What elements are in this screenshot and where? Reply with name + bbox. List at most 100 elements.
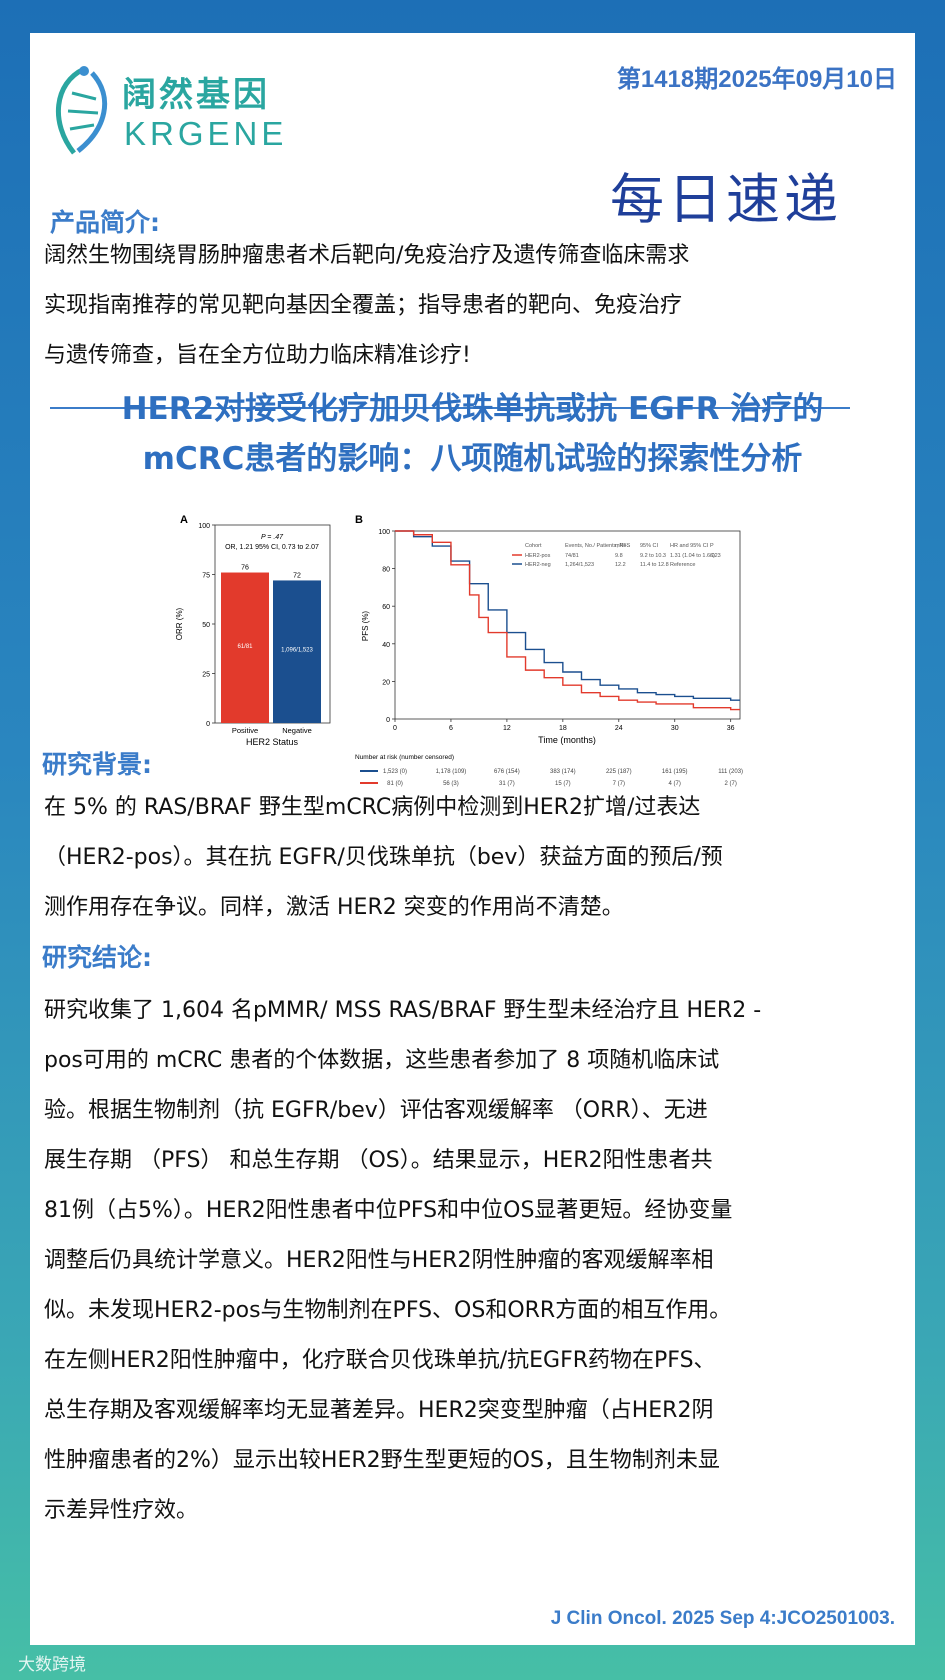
journal-citation: J Clin Oncol. 2025 Sep 4:JCO2501003.: [550, 1608, 895, 1629]
dna-helix-icon: [55, 66, 108, 155]
orr-bar-category-label: Negative: [282, 726, 312, 735]
survival-curve: [395, 530, 740, 711]
risk-table-cell: 2 (7): [725, 781, 737, 787]
legend-header-cell: HR and 95% CI: [670, 543, 709, 549]
panel-b-xlabel: Time (months): [538, 735, 596, 745]
legend-cell: 11.4 to 12.8: [640, 562, 669, 568]
intro-line: 与遗传筛查，旨在全方位助力临床精准诊疗!: [44, 343, 471, 368]
risk-table-cell: 15 (7): [555, 781, 571, 787]
orr-bar-value-label: 76: [241, 565, 249, 572]
background-line: 在 5% 的 RAS/BRAF 野生型mCRC病例中检测到HER2扩增/过表达: [44, 795, 701, 820]
conclusion-text: 研究收集了 1,604 名pMMR/ MSS RAS/BRAF 野生型未经治疗且…: [44, 986, 864, 1536]
watermark: 大数跨境: [18, 1655, 86, 1675]
panel-b-xtick-label: 18: [559, 725, 567, 732]
legend-cell: 9.8: [615, 553, 623, 559]
conclusion-line: 调整后仍具统计学意义。HER2阳性与HER2阴性肿瘤的客观缓解率相: [44, 1248, 714, 1273]
legend-header-cell: Events, No./ Patients, No.: [565, 543, 628, 549]
legend-cell: 74/81: [565, 553, 579, 559]
logo-english-name: KRGENE: [124, 115, 288, 152]
legend-cell: 1,264/1,523: [565, 562, 594, 568]
conclusion-line: 总生存期及客观缓解率均无显著差异。HER2突变型肿瘤（占HER2阴: [44, 1398, 714, 1423]
risk-table-cell: 4 (7): [669, 781, 681, 787]
panel-b-xtick-label: 12: [503, 725, 511, 732]
risk-table-cell: 81 (0): [387, 781, 403, 787]
conclusion-line: 展生存期 （PFS） 和总生存期 （OS）。结果显示，HER2阳性患者共: [44, 1148, 713, 1173]
orr-bar-value-label: 72: [293, 572, 301, 579]
orr-bar: [221, 572, 269, 723]
panel-a-ytick-label: 25: [202, 672, 210, 679]
conclusion-line: 验。根据生物制剂（抗 EGFR/bev）评估客观缓解率 （ORR）、无进: [44, 1098, 708, 1123]
conclusion-line: 性肿瘤患者的2%）显示出较HER2野生型更短的OS，且生物制剂未显: [44, 1448, 720, 1473]
risk-table-cell: 1,178 (109): [436, 769, 467, 775]
intro-heading: 产品简介:: [50, 208, 160, 237]
legend-cell: 1.31 (1.04 to 1.66): [670, 553, 715, 559]
daily-express-title: 每日速递: [610, 168, 842, 231]
background-line: （HER2-pos）。其在抗 EGFR/贝伐珠单抗（bev）获益方面的预后/预: [44, 845, 723, 870]
panel-b-ytick-label: 80: [382, 567, 390, 574]
conclusion-line: 在左侧HER2阳性肿瘤中，化疗联合贝伐珠单抗/抗EGFR药物在PFS、: [44, 1348, 716, 1373]
panel-b-label: B: [355, 514, 363, 526]
panel-b-ylabel: PFS (%): [361, 611, 370, 642]
panel-b-ytick-label: 60: [382, 604, 390, 611]
risk-table-cell: 1,523 (0): [383, 769, 407, 775]
panel-b-frame: [394, 530, 741, 720]
panel-a-xlabel: HER2 Status: [246, 737, 299, 747]
background-heading: 研究背景:: [42, 750, 152, 779]
legend-cell: 9.2 to 10.3: [640, 553, 666, 559]
panel-a-ylabel: ORR (%): [175, 607, 184, 640]
panel-a-y-ticks: 100 75 50 25 0: [198, 523, 215, 728]
panel-b-ytick-label: 0: [386, 717, 390, 724]
intro-line: 实现指南推荐的常见靶向基因全覆盖；指导患者的靶向、免疫治疗: [44, 293, 683, 318]
panel-b-xtick-label: 6: [449, 725, 453, 732]
risk-table-cell: 383 (174): [550, 769, 576, 775]
risk-table-cell: 7 (7): [613, 781, 625, 787]
panel-a-pvalue: P = .47: [261, 534, 284, 541]
conclusion-line: pos可用的 mCRC 患者的个体数据，这些患者参加了 8 项随机临床试: [44, 1048, 720, 1073]
panel-a-ytick-label: 75: [202, 573, 210, 580]
background-line: 测作用存在争议。同样，激活 HER2 突变的作用尚不清楚。: [44, 895, 624, 920]
orr-bar-count-label: 1,096/1,523: [281, 648, 313, 654]
risk-table-cell: 225 (187): [606, 769, 632, 775]
logo-chinese-name: 阔然基因: [122, 75, 270, 115]
section-divider: [50, 407, 850, 409]
conclusion-heading: 研究结论:: [42, 943, 152, 972]
panel-b-legend: Cohort Events, No./ Patients, No.mPFS 95% …: [512, 543, 721, 568]
legend-cell: HER2-pos: [525, 553, 551, 559]
panel-a-ytick-label: 0: [206, 721, 210, 728]
orr-bar: [273, 580, 321, 723]
orr-bar-count-label: 61/81: [237, 644, 253, 650]
panel-b-xtick-label: 24: [615, 725, 623, 732]
panel-b-ytick-label: 20: [382, 679, 390, 686]
panel-a-ytick-label: 100: [198, 523, 210, 530]
risk-table-cell: 111 (203): [718, 769, 743, 775]
conclusion-line: 研究收集了 1,604 名pMMR/ MSS RAS/BRAF 野生型未经治疗且…: [44, 998, 762, 1023]
brand-logo: 阔然基因 KRGENE: [44, 63, 344, 159]
risk-table: 1,523 (0) 1,178 (109) 676 (154) 383 (174) 22…: [360, 769, 743, 787]
panel-b-axes: 0 6 12 18 24 30 36 100 80 60 40 20 0: [378, 529, 734, 732]
issue-date: 第1418期2025年09月10日: [616, 66, 897, 93]
legend-cell: .023: [710, 553, 721, 559]
conclusion-line: 似。未发现HER2-pos与生物制剂在PFS、OS和ORR方面的相互作用。: [44, 1298, 732, 1323]
legend-header-cell: 95% CI: [640, 543, 659, 549]
legend-header-cell: P: [710, 543, 714, 549]
panel-b-ytick-label: 40: [382, 642, 390, 649]
orr-bar-category-label: Positive: [232, 726, 258, 735]
risk-table-cell: 161 (195): [662, 769, 688, 775]
panel-b-xtick-label: 0: [393, 725, 397, 732]
risk-table-cell: 676 (154): [494, 769, 520, 775]
legend-cell: Reference: [670, 562, 695, 568]
risk-table-title: Number at risk (number censored): [355, 754, 454, 761]
background-text: 在 5% 的 RAS/BRAF 野生型mCRC病例中检测到HER2扩增/过表达 …: [44, 783, 864, 933]
panel-a-bars: 76 61/81 Positive 72 1,096/1,523 Negative: [221, 565, 321, 735]
panel-a-ytick-label: 50: [202, 622, 210, 629]
panel-b-curves: [395, 530, 740, 711]
conclusion-line: 示差异性疗效。: [44, 1498, 199, 1523]
risk-table-cell: 56 (3): [443, 781, 459, 787]
panel-b-xtick-label: 30: [671, 725, 679, 732]
legend-header-cell: mPFS: [615, 543, 631, 549]
article-title-line1: HER2对接受化疗加贝伐珠单抗或抗 EGFR 治疗的: [121, 391, 824, 427]
study-figure: A P = .47 OR, 1.21 95% CI, 0.73 to 2.07 …: [175, 514, 743, 787]
report-card: 阔然基因 KRGENE 第1418期2025年09月10日 每日速递 产品简介:…: [30, 33, 915, 1645]
intro-text: 阔然生物围绕胃肠肿瘤患者术后靶向/免疫治疗及遗传筛查临床需求 实现指南推荐的常见…: [44, 231, 864, 381]
intro-line: 阔然生物围绕胃肠肿瘤患者术后靶向/免疫治疗及遗传筛查临床需求: [44, 243, 690, 268]
